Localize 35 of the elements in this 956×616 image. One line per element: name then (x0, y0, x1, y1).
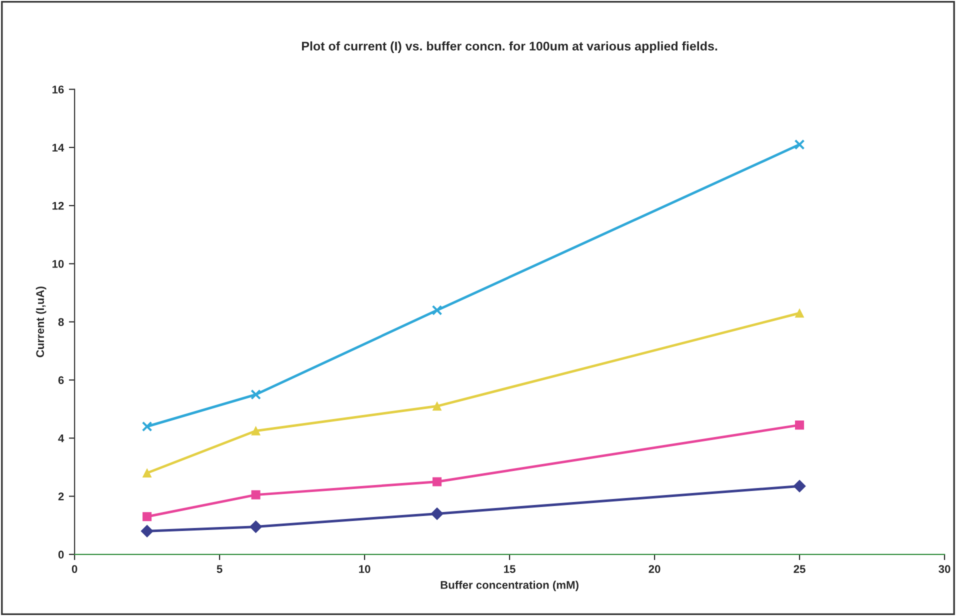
x-tick-label: 15 (504, 565, 516, 573)
y-tick-label: 16 (52, 86, 64, 94)
point (794, 139, 805, 150)
y-axis-title: Current (I,uA) (36, 286, 46, 358)
y-tick-label: 6 (58, 376, 64, 384)
point (251, 426, 260, 436)
y-tick-label: 8 (58, 318, 64, 326)
point (795, 420, 804, 430)
x-tick-label: 20 (648, 565, 660, 573)
point (250, 520, 262, 534)
point (432, 477, 442, 486)
point (430, 507, 444, 520)
y-tick-label: 0 (58, 550, 64, 559)
point (140, 524, 154, 538)
y-tick-label: 2 (58, 492, 64, 500)
point (795, 308, 804, 318)
x-axis-title: Buffer concentration (mM) (440, 580, 578, 592)
x-tick-label: 10 (359, 565, 370, 573)
y-tick-label: 14 (52, 144, 64, 152)
y-tick-label: 10 (52, 260, 64, 268)
x-tick-label: 0 (72, 565, 78, 573)
point (250, 389, 262, 400)
point (432, 402, 442, 411)
y-tick-label: 4 (58, 434, 64, 442)
x-tick-label: 5 (216, 565, 222, 573)
chart-title: Plot of current (I) vs. buffer concn. for 100um at various applied fields. (302, 41, 718, 54)
y-tick-label: 12 (52, 202, 64, 210)
point (251, 490, 260, 500)
point (142, 468, 152, 478)
x-tick-label: 30 (938, 565, 950, 573)
point (142, 421, 152, 432)
point (142, 512, 152, 522)
point (432, 305, 442, 316)
x-tick-label: 25 (794, 565, 806, 573)
point (793, 480, 806, 492)
